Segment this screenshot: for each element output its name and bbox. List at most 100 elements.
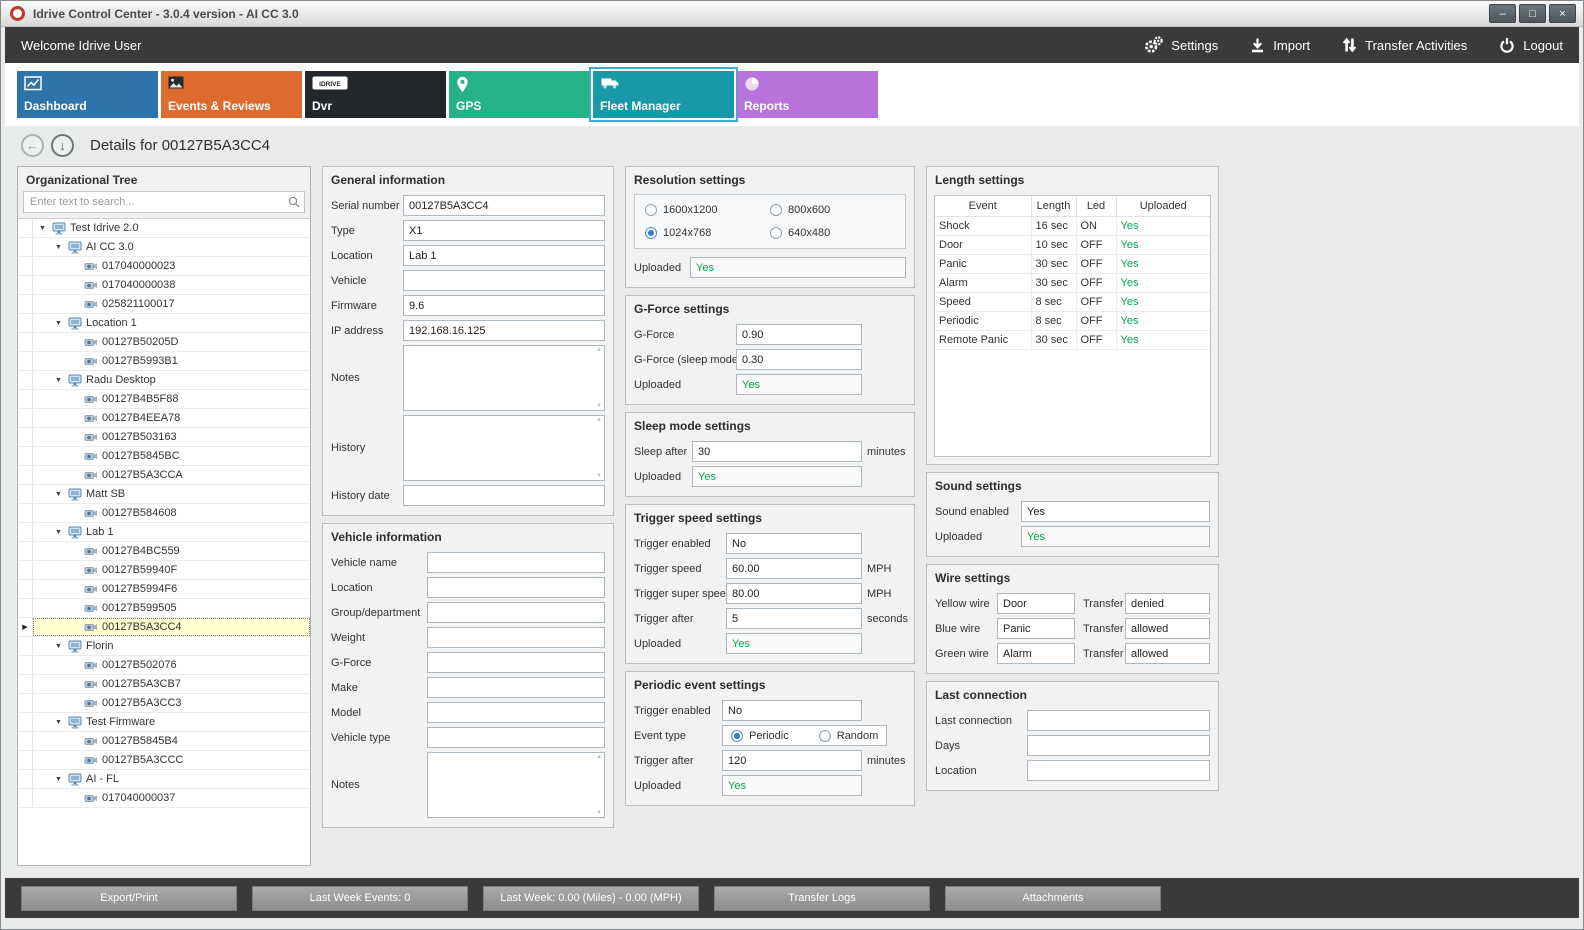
field-input[interactable]: X1 [403, 220, 605, 241]
expander-icon[interactable]: ▼ [55, 243, 62, 251]
expander-icon[interactable]: ▼ [55, 718, 62, 726]
field-input[interactable] [1027, 735, 1210, 756]
length-row[interactable]: Panic 30 sec OFF Yes [935, 253, 1210, 274]
expander-icon[interactable]: ▼ [55, 319, 62, 327]
tab-events-reviews[interactable]: Events & Reviews [161, 71, 302, 118]
expander-icon[interactable]: ▼ [55, 490, 62, 498]
expander-icon[interactable]: ▼ [55, 642, 62, 650]
tree-item-device[interactable]: 00127B4BC559 [18, 542, 310, 561]
tree-item-device[interactable]: 00127B5A3CC3 [18, 694, 310, 713]
topbar-action-import[interactable]: Import [1250, 37, 1310, 53]
tree-item-group[interactable]: ▼ Matt SB [18, 485, 310, 504]
field-input[interactable] [427, 727, 605, 748]
field-input[interactable] [427, 702, 605, 723]
field-input[interactable] [427, 752, 605, 818]
tree-item-group[interactable]: ▼ AI - FL [18, 770, 310, 789]
footer-button-last-week-miles[interactable]: Last Week: 0.00 (Miles) - 0.00 (MPH) [483, 885, 699, 911]
topbar-action-settings[interactable]: Settings [1144, 36, 1218, 54]
resolution-option-0[interactable]: 1600x1200 [645, 204, 770, 216]
tree-item-group[interactable]: ▼ AI CC 3.0 [18, 238, 310, 257]
tree-item-device[interactable]: 00127B5993B1 [18, 352, 310, 371]
field-input[interactable]: Yes [1021, 501, 1210, 522]
maximize-button[interactable]: □ [1519, 4, 1546, 23]
tab-dvr[interactable]: IDRIVE Dvr [305, 71, 446, 118]
tree-item-device[interactable]: 00127B4B5F88 [18, 390, 310, 409]
back-button[interactable]: ← [21, 133, 44, 157]
event-type-option-0[interactable]: Periodic [731, 729, 789, 742]
length-row[interactable]: Alarm 30 sec OFF Yes [935, 272, 1210, 293]
field-input[interactable] [427, 602, 605, 623]
tree-item-device[interactable]: ▶ 00127B5A3CC4 [18, 618, 310, 637]
field-input[interactable]: 192.168.16.125 [403, 320, 605, 341]
tree-item-device[interactable]: 00127B5A3CB7 [18, 675, 310, 694]
field-input[interactable]: No [726, 533, 862, 554]
tab-gps[interactable]: GPS [449, 71, 590, 118]
expand-button[interactable]: ↓ [51, 133, 74, 157]
field-input[interactable] [1027, 760, 1210, 781]
tree-item-device[interactable]: 025821100017 [18, 295, 310, 314]
footer-button-last-week-events[interactable]: Last Week Events: 0 [252, 885, 468, 911]
tree-item-device[interactable]: 00127B584608 [18, 504, 310, 523]
field-input[interactable]: 0.30 [736, 349, 862, 370]
tree-item-group[interactable]: ▼ Lab 1 [18, 523, 310, 542]
resolution-option-1[interactable]: 800x600 [770, 204, 895, 216]
length-row[interactable]: Door 10 sec OFF Yes [935, 234, 1210, 255]
footer-button-attachments[interactable]: Attachments [945, 885, 1161, 911]
tree-item-device[interactable]: 017040000038 [18, 276, 310, 295]
field-input[interactable]: No [722, 700, 862, 721]
resolution-option-2[interactable]: 1024x768 [645, 227, 770, 239]
expander-icon[interactable]: ▼ [55, 775, 62, 783]
footer-button-transfer-logs[interactable]: Transfer Logs [714, 885, 930, 911]
wire-event-input[interactable]: Door [997, 593, 1075, 614]
tree-item-device[interactable]: 00127B5994F6 [18, 580, 310, 599]
tree-item-device[interactable]: 00127B50205D [18, 333, 310, 352]
field-input[interactable]: 60.00 [726, 558, 862, 579]
field-input[interactable] [427, 652, 605, 673]
tree-item-device[interactable]: 00127B503163 [18, 428, 310, 447]
search-input[interactable] [23, 191, 305, 213]
length-row[interactable]: Periodic 8 sec OFF Yes [935, 310, 1210, 331]
length-row[interactable]: Shock 16 sec ON Yes [935, 215, 1210, 236]
tree-item-device[interactable]: 00127B5A3CCA [18, 466, 310, 485]
tree-item-device[interactable]: 00127B502076 [18, 656, 310, 675]
field-input[interactable]: Lab 1 [403, 245, 605, 266]
tree-item-device[interactable]: 00127B5845B4 [18, 732, 310, 751]
tree-item-device[interactable]: 00127B5845BC [18, 447, 310, 466]
field-input[interactable] [427, 552, 605, 573]
length-column-header[interactable]: Event [935, 196, 1032, 217]
resolution-option-3[interactable]: 640x480 [770, 227, 895, 239]
expander-icon[interactable]: ▼ [55, 376, 62, 384]
wire-transfer-input[interactable]: denied [1125, 593, 1210, 614]
tree-item-device[interactable]: 017040000037 [18, 789, 310, 808]
field-input[interactable] [427, 577, 605, 598]
field-input[interactable]: 0.90 [736, 324, 862, 345]
field-input[interactable] [427, 677, 605, 698]
field-input[interactable] [403, 270, 605, 291]
field-input[interactable] [403, 345, 605, 411]
event-type-option-1[interactable]: Random [818, 729, 878, 742]
tree-item-device[interactable]: 00127B59940F [18, 561, 310, 580]
wire-event-input[interactable]: Panic [997, 618, 1075, 639]
tree-item-group[interactable]: ▼ Florin [18, 637, 310, 656]
expander-icon[interactable]: ▼ [39, 224, 46, 232]
length-column-header[interactable]: Led [1075, 196, 1117, 217]
tree-item-device[interactable]: 00127B5A3CCC [18, 751, 310, 770]
footer-button-export-print[interactable]: Export/Print [21, 885, 237, 911]
tree-item-group[interactable]: ▼ Test Firmware [18, 713, 310, 732]
length-row[interactable]: Remote Panic 30 sec OFF Yes [935, 329, 1210, 350]
field-input[interactable]: 80.00 [726, 583, 862, 604]
topbar-action-logout[interactable]: Logout [1499, 37, 1563, 53]
tab-dashboard[interactable]: Dashboard [17, 71, 158, 118]
field-input[interactable]: 120 [722, 750, 862, 771]
wire-event-input[interactable]: Alarm [997, 643, 1075, 664]
field-input[interactable] [403, 485, 605, 506]
tree-item-group[interactable]: ▼ Location 1 [18, 314, 310, 333]
tab-reports[interactable]: Reports [737, 71, 878, 118]
tree-item-device[interactable]: 017040000023 [18, 257, 310, 276]
tree-item-group[interactable]: ▼ Test Idrive 2.0 [18, 219, 310, 238]
length-row[interactable]: Speed 8 sec OFF Yes [935, 291, 1210, 312]
field-input[interactable]: 30 [692, 441, 862, 462]
minimize-button[interactable]: – [1489, 4, 1516, 23]
tree-item-group[interactable]: ▼ Radu Desktop [18, 371, 310, 390]
search-icon[interactable] [288, 196, 300, 208]
